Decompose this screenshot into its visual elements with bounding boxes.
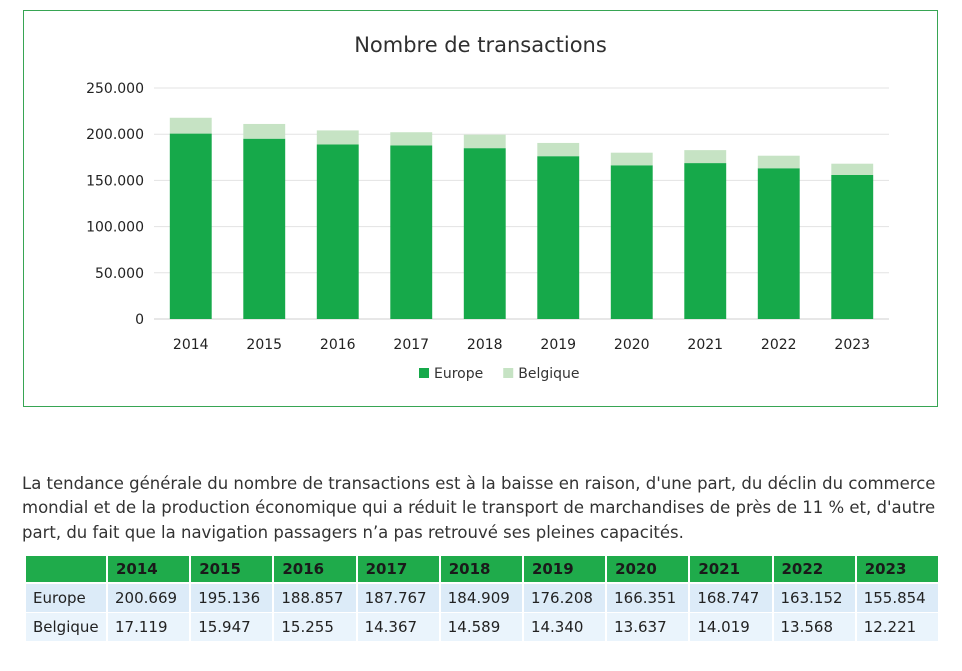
table-cell: 166.351 (607, 584, 689, 613)
y-tick-label: 0 (135, 312, 144, 328)
table-cell: 184.909 (440, 584, 522, 613)
bar-europe-2020 (610, 165, 653, 319)
table-header-cell: 2016 (274, 556, 356, 584)
bar-belgique-2018 (463, 134, 506, 149)
table-row-label: Belgique (26, 613, 106, 642)
table-cell: 155.854 (856, 584, 938, 613)
table-header-cell: 2022 (773, 556, 855, 584)
table-row-belgique: Belgique 17.119 15.947 15.255 14.367 14.… (26, 613, 938, 642)
bar-belgique-2021 (684, 150, 727, 164)
table-header-cell: 2021 (690, 556, 772, 584)
table-header-cell: 2014 (108, 556, 190, 584)
bar-belgique-2020 (610, 152, 653, 166)
x-tick-label: 2017 (393, 337, 429, 353)
bar-europe-2023 (831, 174, 874, 319)
table-cell: 14.340 (523, 613, 606, 642)
bar-belgique-2022 (757, 155, 800, 169)
bar-belgique-2015 (243, 123, 286, 139)
table-cell: 15.947 (191, 613, 273, 642)
x-tick-label: 2014 (173, 337, 209, 353)
bar-europe-2022 (757, 168, 800, 319)
table-cell: 15.255 (274, 613, 356, 642)
table-cell: 168.747 (690, 584, 772, 613)
table-cell: 187.767 (357, 584, 439, 613)
table-header-cell: 2023 (856, 556, 938, 584)
table-header-row: 2014 2015 2016 2017 2018 2019 2020 2021 … (26, 556, 938, 584)
y-tick-label: 100.000 (86, 220, 144, 236)
stacked-bar-chart: 0 50.000 100.000 150.000 200.000 250.000 2014 2… (86, 81, 889, 382)
table-cell: 13.637 (607, 613, 689, 642)
legend-swatch-belgique (503, 368, 514, 378)
description-paragraph: La tendance générale du nombre de transa… (22, 473, 936, 542)
table-row-label: Europe (26, 584, 106, 613)
table-cell: 200.669 (108, 584, 190, 613)
bar-belgique-2014 (169, 117, 212, 134)
table-header-cell: 2019 (523, 556, 606, 584)
x-tick-label: 2016 (320, 337, 356, 353)
table-cell: 163.152 (773, 584, 855, 613)
legend-swatch-europe (419, 368, 429, 378)
table-header-cell: 2018 (440, 556, 522, 584)
x-tick-label: 2018 (467, 337, 503, 353)
bar-europe-2015 (243, 138, 286, 319)
table-cell: 188.857 (274, 584, 356, 613)
table-cell: 14.367 (357, 613, 439, 642)
bar-europe-2021 (684, 163, 727, 319)
table-cell: 17.119 (108, 613, 190, 642)
bar-europe-2017 (390, 145, 433, 319)
table-cell: 13.568 (773, 613, 855, 642)
legend-label-belgique: Belgique (518, 366, 579, 382)
y-tick-label: 200.000 (86, 127, 144, 143)
y-tick-label: 150.000 (86, 173, 144, 189)
bar-belgique-2017 (390, 132, 433, 146)
bar-europe-2014 (169, 133, 212, 319)
table-cell: 14.019 (690, 613, 772, 642)
y-tick-label: 250.000 (86, 81, 144, 97)
table-row-europe: Europe 200.669 195.136 188.857 187.767 1… (26, 584, 938, 613)
x-tick-label: 2021 (687, 337, 723, 353)
y-tick-label: 50.000 (95, 266, 144, 282)
table-header-cell: 2017 (357, 556, 439, 584)
bar-belgique-2023 (831, 163, 874, 175)
bar-europe-2019 (537, 156, 580, 319)
table-cell: 12.221 (856, 613, 938, 642)
table-cell: 195.136 (191, 584, 273, 613)
data-table: 2014 2015 2016 2017 2018 2019 2020 2021 … (24, 556, 940, 642)
chart-container: Nombre de transactions 0 50.000 100.000 150… (23, 10, 938, 407)
table-corner-cell (26, 556, 106, 584)
table-cell: 176.208 (523, 584, 606, 613)
x-tick-label: 2015 (246, 337, 282, 353)
x-tick-label: 2019 (540, 337, 576, 353)
x-tick-label: 2020 (614, 337, 650, 353)
chart-title: Nombre de transactions (354, 33, 607, 57)
bar-europe-2016 (316, 144, 359, 319)
x-tick-label: 2023 (834, 337, 870, 353)
legend-label-europe: Europe (434, 366, 483, 382)
bar-europe-2018 (463, 148, 506, 319)
bar-belgique-2019 (537, 142, 580, 157)
table-cell: 14.589 (440, 613, 522, 642)
bar-belgique-2016 (316, 130, 359, 145)
table-header-cell: 2020 (607, 556, 689, 584)
table-header-cell: 2015 (191, 556, 273, 584)
x-tick-label: 2022 (761, 337, 797, 353)
